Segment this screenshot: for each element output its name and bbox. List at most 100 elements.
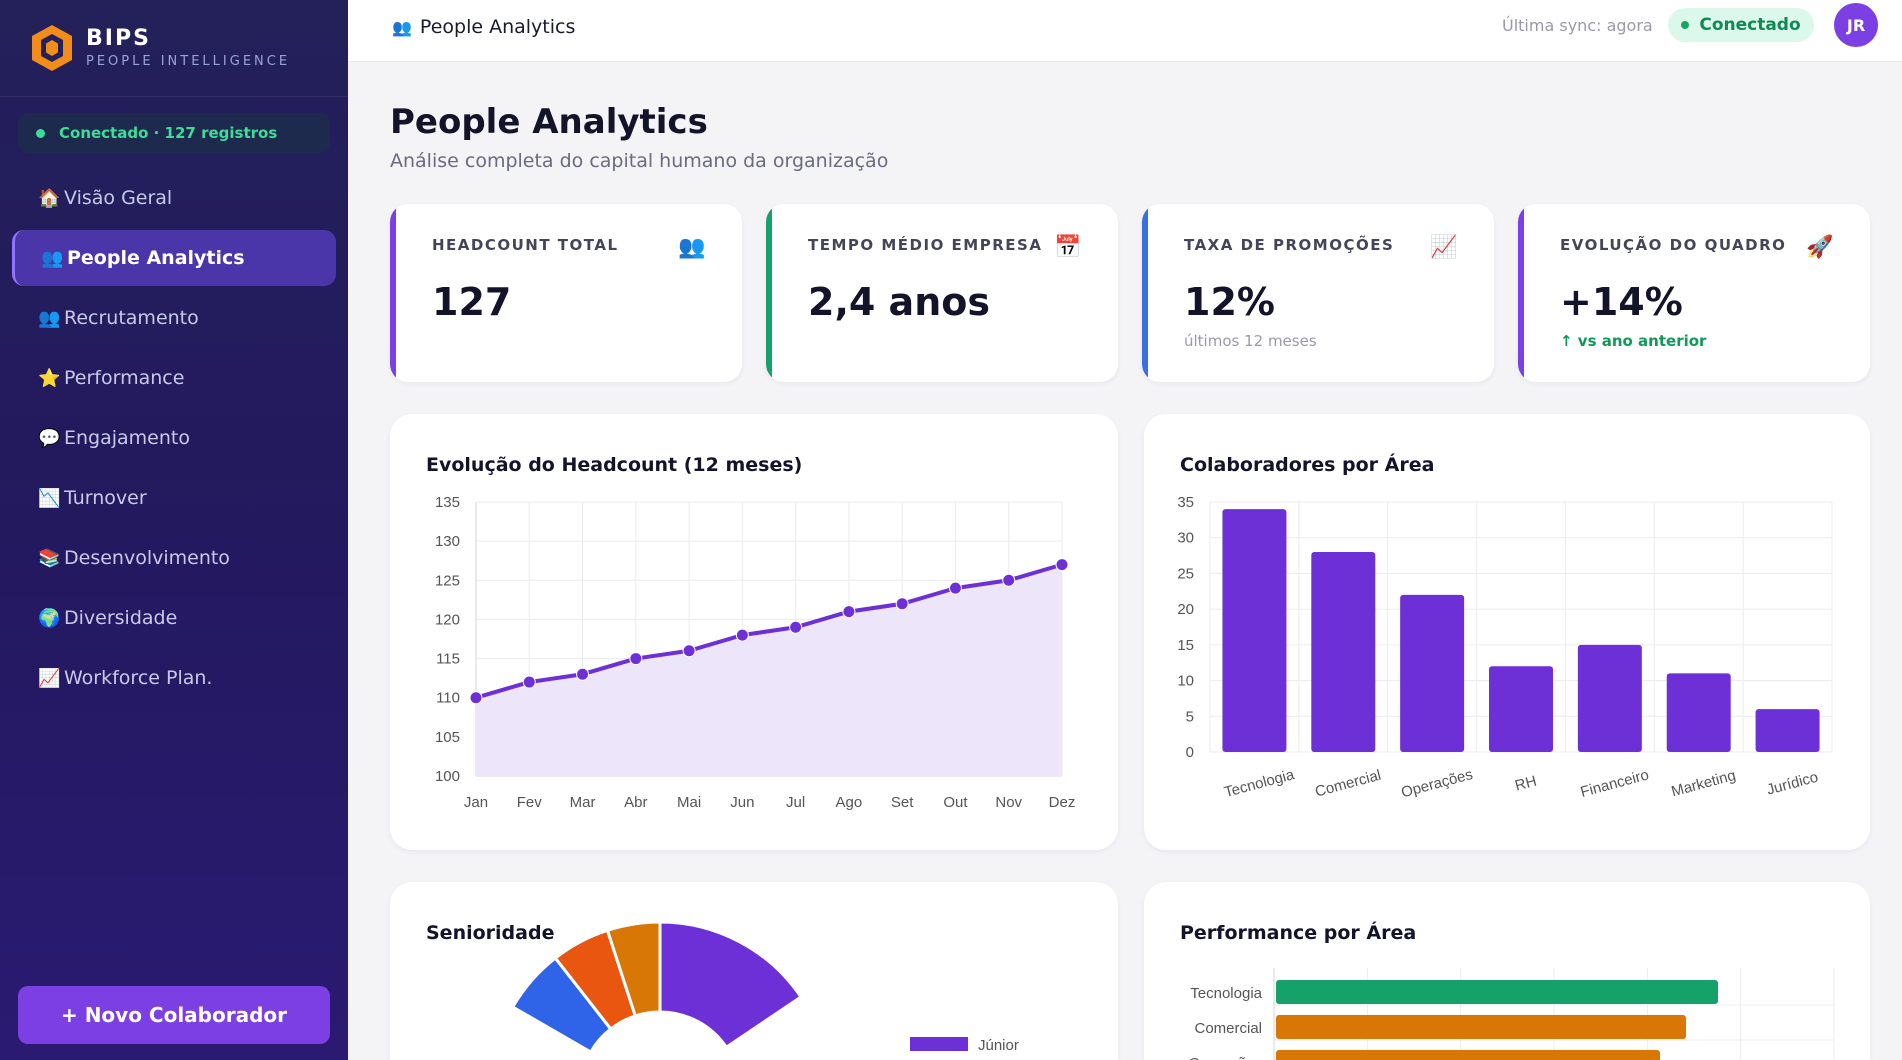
page-title: People Analytics [390,102,708,142]
kpi-value: +14% [1560,280,1683,324]
sidebar-item-label: Engajamento [64,427,190,449]
data-point[interactable] [576,667,590,681]
bar[interactable] [1276,1015,1686,1039]
seniority-chart-panel: Senioridade Júnior [390,882,1118,1060]
data-point[interactable] [789,620,803,634]
bar[interactable] [1489,666,1553,752]
bar[interactable] [1276,980,1718,1004]
data-point[interactable] [469,691,483,705]
kpi-accent-bar [390,204,396,382]
bar[interactable] [1311,552,1376,752]
x-tick-label: Jun [730,794,754,811]
calendar-icon: 📅 [1054,235,1082,260]
status-dot-icon [36,128,45,138]
donut-slice[interactable] [605,920,662,1018]
data-point[interactable] [842,605,856,619]
y-tick-label: 10 [1177,673,1194,690]
sidebar-item-turnover[interactable]: 📉 Turnover [12,470,336,526]
x-tick-label: RH [1513,773,1538,795]
x-tick-label: Marketing [1670,767,1738,800]
kpi-accent-bar [766,204,772,382]
avatar[interactable]: JR [1834,3,1878,47]
new-collaborator-button[interactable]: + Novo Colaborador [18,986,330,1044]
data-point[interactable] [522,675,536,689]
x-tick-label: Operações [1399,766,1474,801]
x-tick-label: Ago [836,794,863,811]
x-tick-label: Abr [624,794,647,811]
people-icon: 👥 [392,17,412,37]
performance-chart-panel: Performance por Área Tecnologia Comercial… [1144,882,1870,1060]
bar[interactable] [1666,673,1731,752]
sidebar-item-label: Desenvolvimento [64,547,230,569]
hexagon-logo-icon [32,25,72,71]
sidebar-nav: 🏠 Visão Geral 👥 People Analytics 👥 Recrutamen… [12,170,336,710]
connection-status: Conectado · 127 registros [18,113,330,153]
sidebar-item-vis-o-geral[interactable]: 🏠 Visão Geral [12,170,336,226]
x-tick-label: Out [943,794,968,811]
sidebar-item-diversidade[interactable]: 🌍 Diversidade [12,590,336,646]
data-point[interactable] [735,628,749,642]
y-tick-label: Comercial [1194,1020,1262,1037]
y-tick-label: 20 [1177,601,1194,618]
sidebar-item-people-analytics[interactable]: 👥 People Analytics [12,230,336,286]
kpi-accent-bar [1142,204,1148,382]
legend-swatch [910,1037,968,1051]
data-point[interactable] [682,644,696,658]
area-bar-chart: 0 5 10 15 20 25 30 35 Tecnologia Comercial Operaçõ… [1177,494,1833,801]
top-title: 👥 People Analytics [392,16,575,38]
sidebar-item-performance[interactable]: ⭐ Performance [12,350,336,406]
globe-icon: 🌍 [38,607,61,629]
bar[interactable] [1577,644,1642,752]
data-point[interactable] [629,652,643,666]
x-tick-label: Nov [995,794,1022,811]
house-icon: 🏠 [38,187,61,209]
y-tick-label: 120 [435,611,460,628]
y-tick-label: 15 [1177,637,1194,654]
x-tick-label: Jul [786,794,805,811]
data-point[interactable] [948,581,962,595]
sidebar-item-recrutamento[interactable]: 👥 Recrutamento [12,290,336,346]
kpi-value: 127 [432,280,512,324]
x-tick-label: Financeiro [1579,766,1651,801]
donut-slice[interactable] [658,920,804,1050]
y-tick-label: Tecnologia [1190,985,1262,1002]
connection-badge: Conectado [1668,8,1814,42]
y-tick-label: 30 [1177,530,1194,547]
data-point[interactable] [895,597,909,611]
x-tick-label: Comercial [1313,767,1383,801]
bar[interactable] [1222,509,1287,752]
data-point[interactable] [1002,573,1016,587]
kpi-label: TAXA DE PROMOÇÕES [1184,236,1395,254]
rocket-icon: 🚀 [1806,235,1834,260]
chart-down-icon: 📉 [38,487,61,509]
sidebar-item-desenvolvimento[interactable]: 📚 Desenvolvimento [12,530,336,586]
y-tick-label: 115 [436,651,460,668]
top-title-label: People Analytics [419,16,576,38]
x-tick-label: Mai [677,794,701,811]
y-tick-label: 25 [1177,565,1194,582]
bar[interactable] [1276,1050,1660,1060]
x-tick-label: Set [891,794,914,811]
seniority-donut-chart: Júnior [510,920,1019,1055]
sidebar-item-workforce-plan-[interactable]: 📈 Workforce Plan. [12,650,336,706]
y-tick-label: 100 [435,768,460,785]
line-area-fill [476,564,1062,776]
area-chart-title: Colaboradores por Área [1180,454,1435,476]
sidebar-item-label: Workforce Plan. [64,667,213,689]
bar[interactable] [1755,709,1820,752]
kpi-label: TEMPO MÉDIO EMPRESA [808,236,1043,254]
sidebar-item-label: People Analytics [67,247,245,269]
kpi-note: últimos 12 meses [1184,332,1317,350]
sidebar-item-engajamento[interactable]: 💬 Engajamento [12,410,336,466]
kpi-accent-bar [1518,204,1524,382]
kpi-label: HEADCOUNT TOTAL [432,236,619,254]
sidebar-item-label: Recrutamento [64,307,199,329]
seniority-chart-title: Senioridade [426,922,555,944]
y-tick-label: 0 [1186,744,1194,761]
bar[interactable] [1400,594,1465,752]
data-point[interactable] [1055,558,1069,572]
books-icon: 📚 [38,547,61,569]
y-tick-label: 135 [435,494,460,511]
kpi-card: TEMPO MÉDIO EMPRESA 📅 2,4 anos [766,204,1118,382]
sidebar-item-label: Performance [64,367,185,389]
